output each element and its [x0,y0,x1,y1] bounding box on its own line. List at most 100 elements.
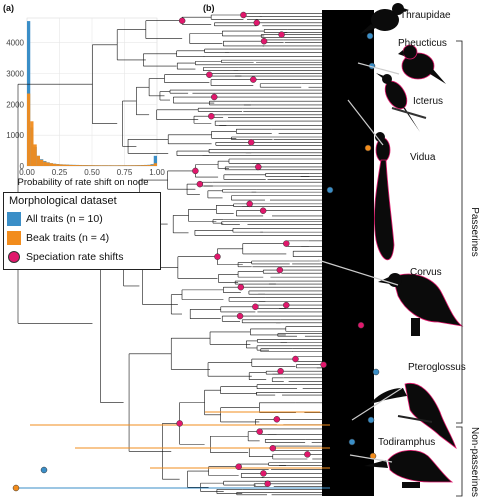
bar-beak-traits [62,164,66,166]
tree-branches [17,13,362,496]
speciation-shift-node [236,312,244,320]
bar-beak-traits [27,93,31,166]
panel-label-a: (a) [3,3,14,13]
bar-beak-traits [46,162,50,166]
bar-beak-traits [114,165,118,166]
vidua-silhouette [373,132,395,261]
todiramphus-silhouette [364,450,454,488]
speciation-shift-node [252,303,259,311]
speciation-shift-node [292,355,299,363]
y-tick-label: 4000 [6,39,24,48]
speciation-shift-node [253,19,261,27]
legend-item-speciation: Speciation rate shifts [7,247,157,266]
bar-beak-traits [40,159,44,166]
bar-beak-traits [105,165,109,166]
tip-mass [322,10,374,496]
bird-label-todiramphus: Todiramphus [378,437,435,448]
legend-swatch-all-traits [7,211,21,226]
bar-beak-traits [131,165,135,166]
bird-label-icterus: Icterus [413,96,443,107]
trait-shift-node [12,484,20,492]
icterus-silhouette [376,73,427,132]
bar-beak-traits [75,165,79,166]
speciation-shift-node [237,283,245,291]
bird-label-vidua: Vidua [410,152,436,163]
speciation-shift-node [256,428,263,435]
thraupidae-silhouette [360,3,409,34]
x-tick-label: 0.25 [52,168,68,177]
trait-shift-node [40,466,48,474]
bar-beak-traits [49,163,53,166]
histogram-y-ticks: 0 1000 2000 3000 4000 [6,39,24,171]
bar-beak-traits [137,165,141,166]
bar-beak-traits [30,121,34,166]
bar-beak-traits [85,165,89,166]
label-pointer-lines [317,62,403,463]
group-label-passerines: Passerines [469,207,480,256]
pheucticus-silhouette [398,44,446,84]
trait-shift-node [364,144,372,152]
group-brackets [456,40,463,497]
x-tick-label: 0.00 [19,168,35,177]
speciation-shift-node [235,463,242,470]
histogram-bars [27,21,157,167]
bar-all-traits [153,155,157,166]
shift-nodes [12,11,380,492]
bar-beak-traits [147,165,151,166]
speciation-shift-node [357,321,365,329]
bar-beak-traits [127,165,131,166]
bar-beak-traits [43,161,47,166]
group-label-non-passerines: Non-passerines [469,427,480,497]
legend: Morphological dataset All traits (n = 10… [3,192,161,270]
bar-beak-traits [53,163,57,166]
legend-item-all-traits: All traits (n = 10) [7,209,157,228]
bar-beak-traits [108,165,112,166]
legend-label-beak-traits: Beak traits (n = 4) [26,231,110,244]
bird-label-thraupidae: Thraupidae [400,10,451,21]
speciation-shift-node [208,112,215,120]
bar-beak-traits [153,163,157,166]
speciation-shift-node [178,17,186,24]
speciation-shift-node [255,163,262,171]
bird-label-pheucticus: Pheucticus [398,38,447,49]
speciation-shift-node [259,207,267,214]
bar-beak-traits [69,164,73,166]
x-tick-label: 1.00 [149,168,165,177]
speciation-shift-node [176,420,183,427]
speciation-shift-node [269,445,277,452]
bird-label-pteroglossus: Pteroglossus [408,362,466,373]
speciation-shift-node [283,301,290,309]
bar-beak-traits [79,165,83,166]
bar-beak-traits [33,144,37,166]
trait-shift-node [366,32,374,40]
speciation-shift-node [304,451,311,458]
bar-beak-traits [101,165,105,166]
speciation-shift-node [250,76,257,83]
legend-label-speciation: Speciation rate shifts [26,250,124,263]
speciation-shift-node [247,139,255,146]
speciation-shift-node [214,253,221,260]
speciation-shift-node [276,266,284,274]
histogram-panel: 0 1000 2000 3000 4000 0.00 0.25 0.50 0.75 1.00 [6,17,165,177]
y-tick-label: 3000 [6,70,24,79]
histogram-x-axis-label: Probability of rate shift on node [17,177,149,188]
bar-beak-traits [92,165,96,166]
legend-item-beak-traits: Beak traits (n = 4) [7,228,157,247]
bird-silhouettes [360,3,464,488]
legend-label-all-traits: All traits (n = 10) [26,212,103,225]
speciation-shift-node [192,167,199,175]
bar-beak-traits [140,165,144,166]
trait-shift-node [372,368,380,376]
trait-shift-node [326,186,334,194]
y-tick-label: 1000 [6,131,24,140]
trait-shift-node [348,438,356,446]
speciation-shift-node [277,367,284,375]
trait-shift-node [367,416,375,424]
bar-beak-traits [150,164,154,166]
speciation-shift-node [206,71,213,78]
speciation-shift-node [260,37,268,45]
legend-dot-speciation [8,250,20,263]
bar-beak-traits [144,165,148,166]
bar-beak-traits [121,165,125,166]
